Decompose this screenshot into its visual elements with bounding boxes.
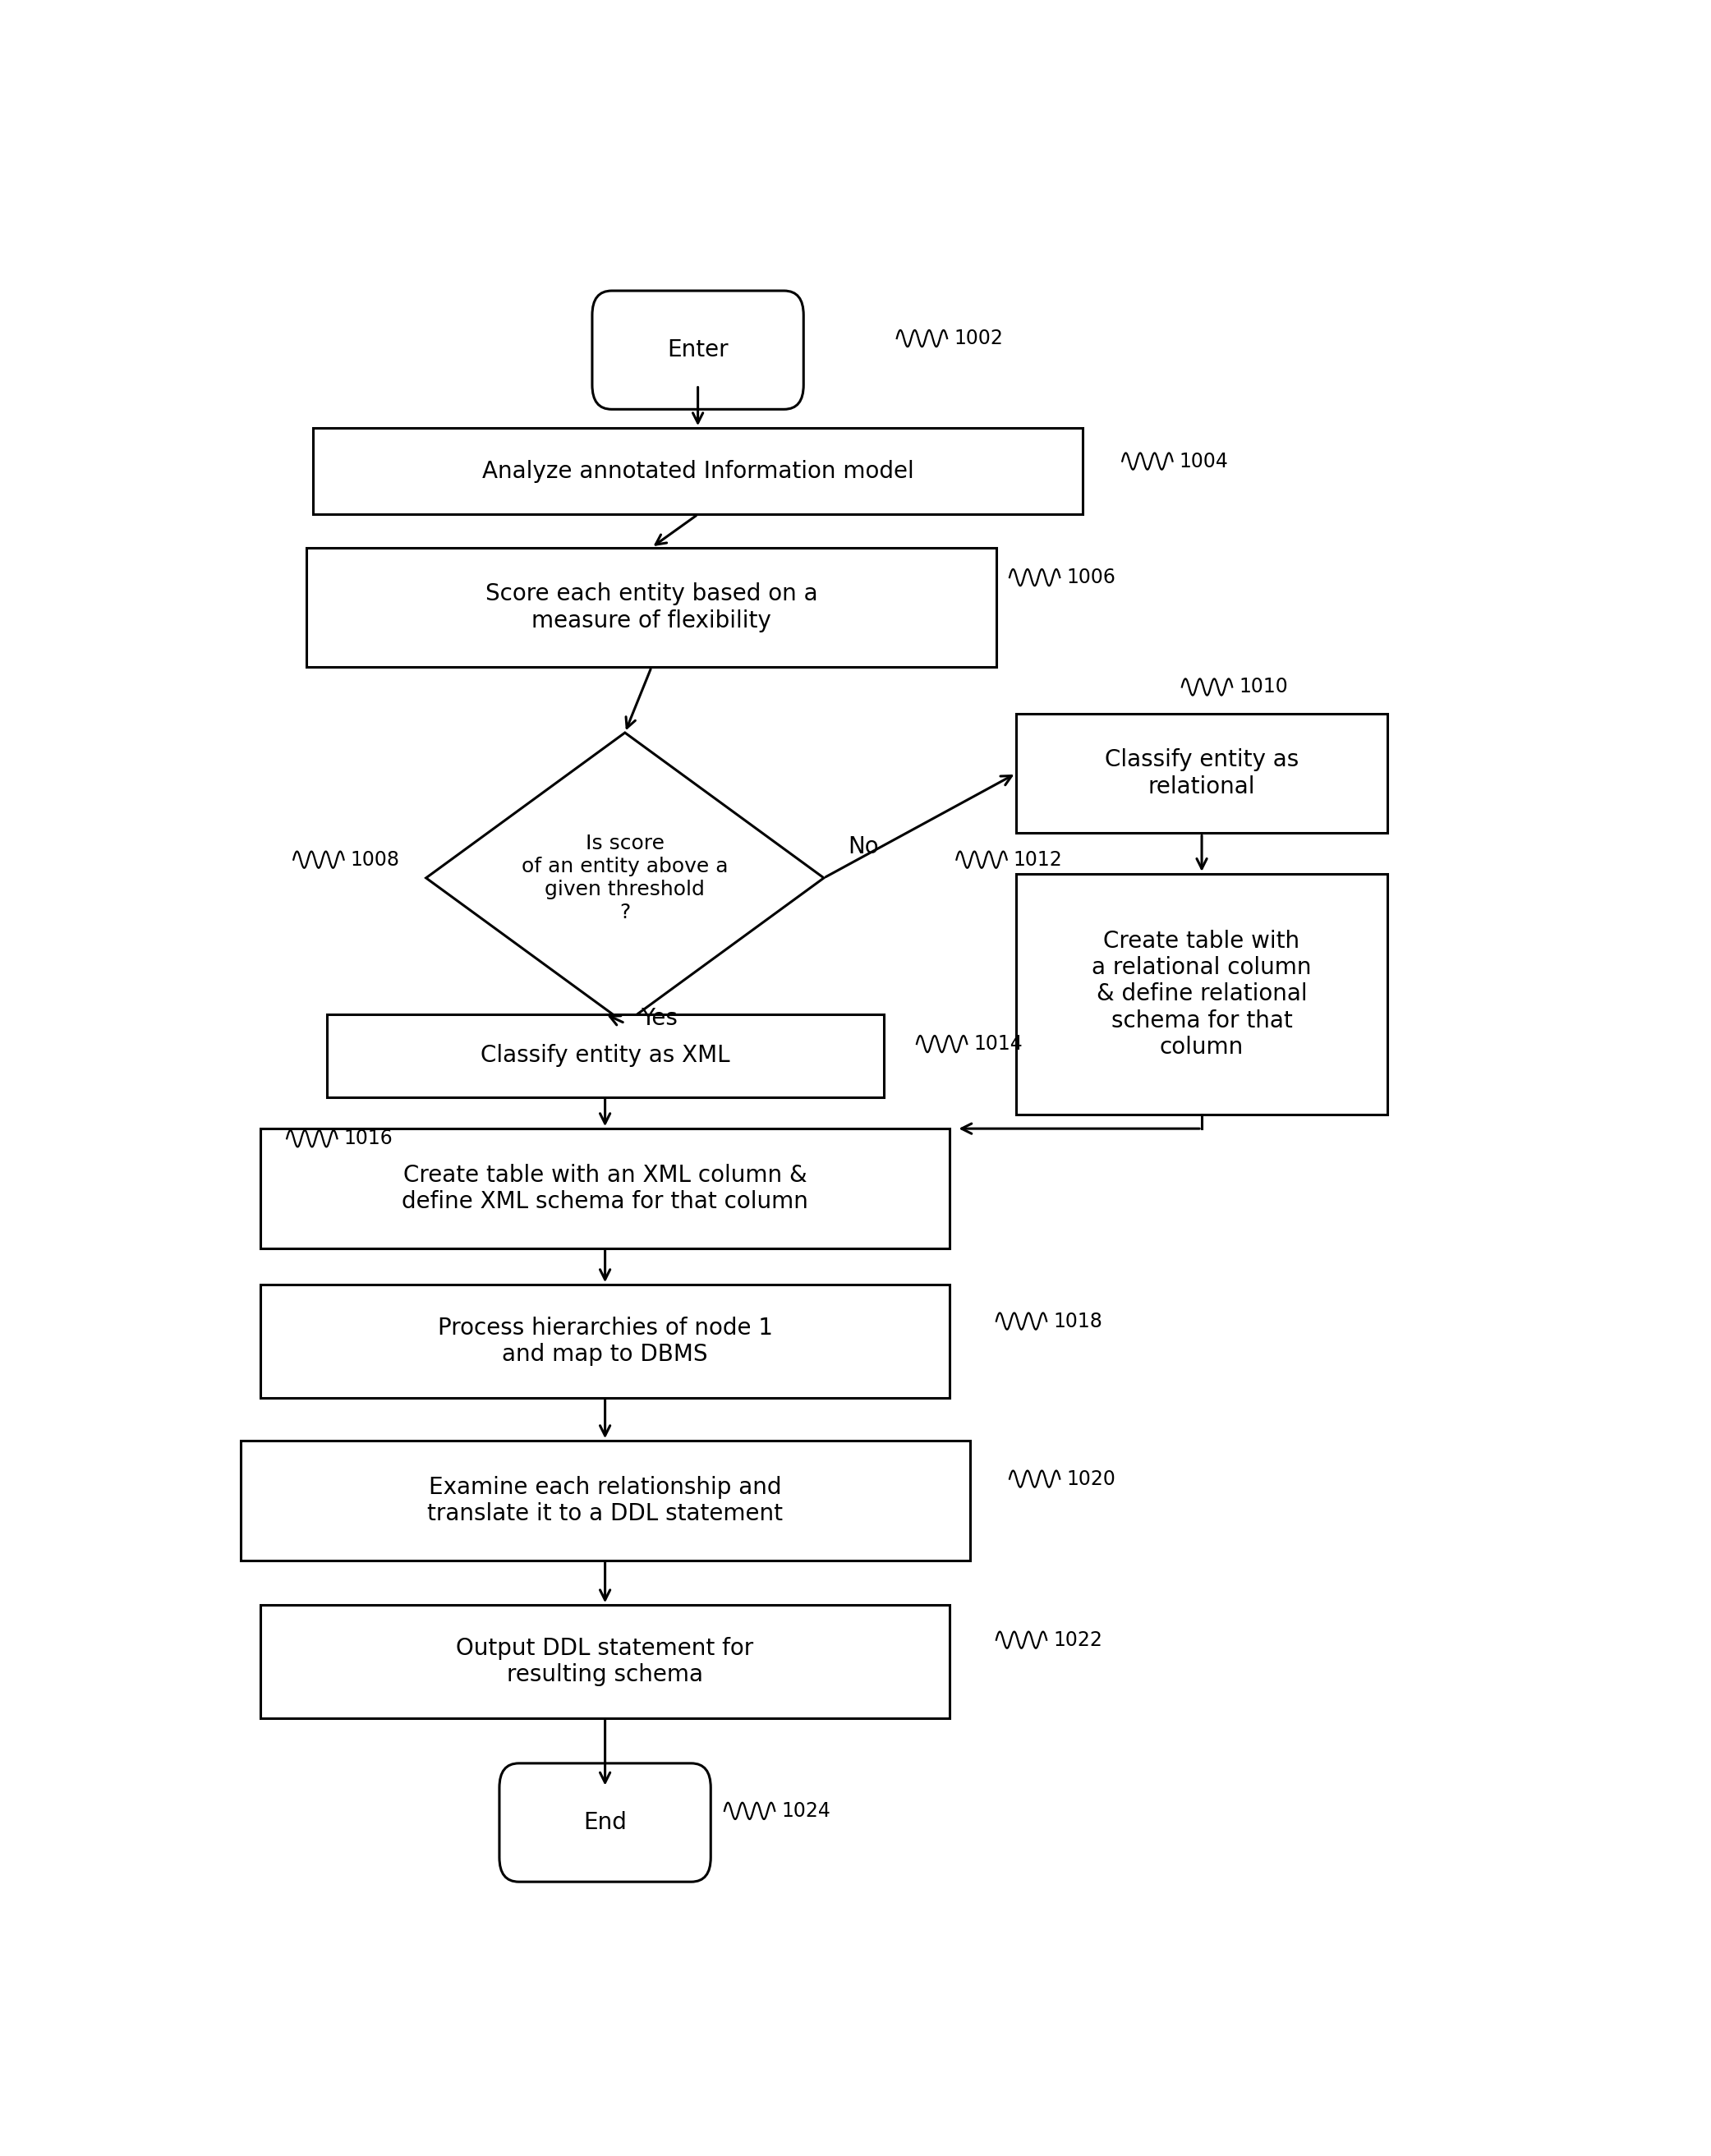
Text: 1024: 1024 [782,1800,830,1822]
Text: 1008: 1008 [351,849,400,869]
Bar [260,1285,950,1397]
Text: 1022: 1022 [1054,1630,1102,1649]
Text: 1018: 1018 [1054,1311,1102,1330]
Text: 1020: 1020 [1066,1468,1116,1490]
Bar [260,1604,950,1718]
FancyBboxPatch shape [592,291,804,410]
Text: End: End [583,1811,626,1835]
Bar [306,548,996,666]
Text: Is score
of an entity above a
given threshold
?: Is score of an entity above a given thre… [522,834,729,923]
Text: 1016: 1016 [344,1130,394,1149]
Text: Examine each relationship and
translate it to a DDL statement: Examine each relationship and translate … [428,1475,784,1524]
Text: 1012: 1012 [1013,849,1063,869]
Text: 1004: 1004 [1179,451,1228,472]
Text: No: No [847,834,879,858]
Text: Enter: Enter [667,338,729,362]
Bar [1016,714,1388,832]
Text: Classify entity as XML: Classify entity as XML [481,1044,731,1067]
Bar [327,1013,883,1097]
Text: 1002: 1002 [953,328,1003,349]
Polygon shape [426,733,823,1024]
Bar [240,1440,970,1561]
FancyBboxPatch shape [500,1764,710,1882]
Text: Score each entity based on a
measure of flexibility: Score each entity based on a measure of … [486,582,818,632]
Bar [260,1128,950,1248]
Text: 1006: 1006 [1066,567,1116,586]
Text: Classify entity as
relational: Classify entity as relational [1105,748,1299,798]
Text: 1010: 1010 [1239,677,1288,696]
Text: Process hierarchies of node 1
and map to DBMS: Process hierarchies of node 1 and map to… [438,1317,773,1367]
Bar [313,429,1083,515]
Bar [1016,873,1388,1115]
Text: Create table with an XML column &
define XML schema for that column: Create table with an XML column & define… [402,1164,808,1214]
Text: 1014: 1014 [974,1035,1023,1054]
Text: Analyze annotated Information model: Analyze annotated Information model [483,459,914,483]
Text: Yes: Yes [642,1007,678,1031]
Text: Output DDL statement for
resulting schema: Output DDL statement for resulting schem… [457,1636,755,1686]
Text: Create table with
a relational column
& define relational
schema for that
column: Create table with a relational column & … [1092,929,1312,1059]
